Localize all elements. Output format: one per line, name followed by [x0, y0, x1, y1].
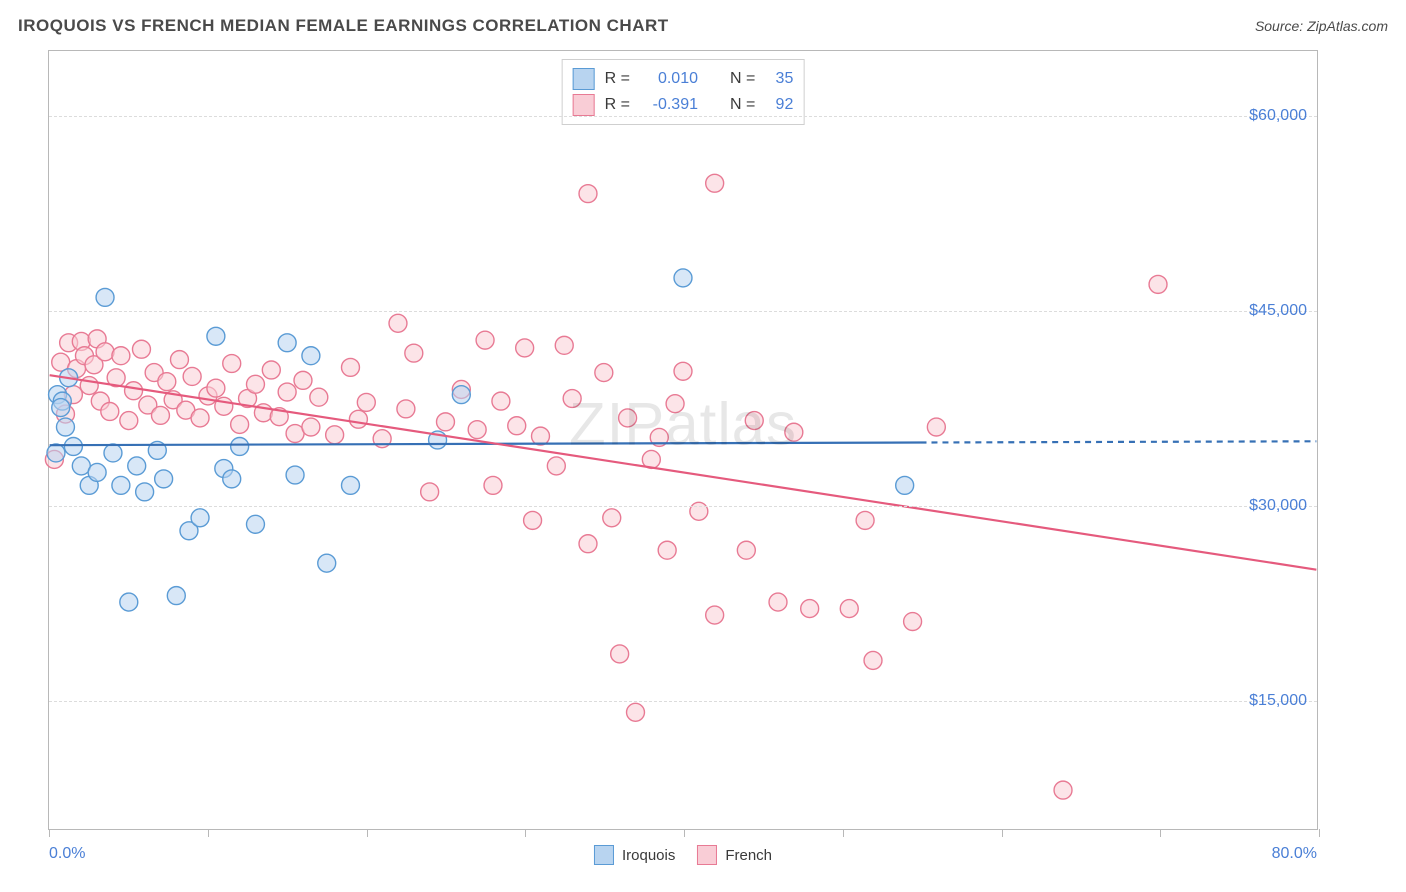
legend-label: French — [725, 847, 772, 864]
legend-item-iroquois: Iroquois — [594, 845, 675, 865]
gridline — [49, 701, 1317, 702]
x-tick — [49, 829, 50, 837]
r-value: 0.010 — [640, 70, 698, 88]
swatch-french-icon — [573, 94, 595, 116]
x-tick — [525, 829, 526, 837]
swatch-iroquois-icon — [573, 68, 595, 90]
swatch-iroquois-icon — [594, 845, 614, 865]
x-tick — [1002, 829, 1003, 837]
n-label: N = — [730, 96, 755, 114]
stat-row-iroquois: R = 0.010 N = 35 — [573, 66, 794, 92]
n-label: N = — [730, 70, 755, 88]
chart-container: IROQUOIS VS FRENCH MEDIAN FEMALE EARNING… — [0, 0, 1406, 892]
y-tick-label: $45,000 — [1249, 302, 1307, 320]
x-tick — [1319, 829, 1320, 837]
x-tick — [208, 829, 209, 837]
gridline — [49, 116, 1317, 117]
plot-area: ZIPatlas R = 0.010 N = 35 R = -0.391 N =… — [48, 50, 1318, 830]
swatch-french-icon — [697, 845, 717, 865]
y-tick-label: $15,000 — [1249, 692, 1307, 710]
gridline — [49, 506, 1317, 507]
stat-row-french: R = -0.391 N = 92 — [573, 92, 794, 118]
n-value: 92 — [765, 96, 793, 114]
r-label: R = — [605, 70, 630, 88]
x-tick — [1160, 829, 1161, 837]
r-label: R = — [605, 96, 630, 114]
legend-label: Iroquois — [622, 847, 675, 864]
r-value: -0.391 — [640, 96, 698, 114]
legend-item-french: French — [697, 845, 772, 865]
x-tick — [684, 829, 685, 837]
n-value: 35 — [765, 70, 793, 88]
x-tick — [843, 829, 844, 837]
x-tick — [367, 829, 368, 837]
plot-svg — [49, 51, 1317, 829]
gridline — [49, 311, 1317, 312]
x-min-label: 0.0% — [49, 845, 85, 863]
chart-title: IROQUOIS VS FRENCH MEDIAN FEMALE EARNING… — [18, 16, 669, 36]
title-bar: IROQUOIS VS FRENCH MEDIAN FEMALE EARNING… — [18, 16, 1388, 36]
y-tick-label: $30,000 — [1249, 497, 1307, 515]
y-tick-label: $60,000 — [1249, 107, 1307, 125]
x-max-label: 80.0% — [1272, 845, 1317, 863]
bottom-legend: Iroquois French — [594, 845, 772, 865]
source-label: Source: ZipAtlas.com — [1255, 18, 1388, 34]
